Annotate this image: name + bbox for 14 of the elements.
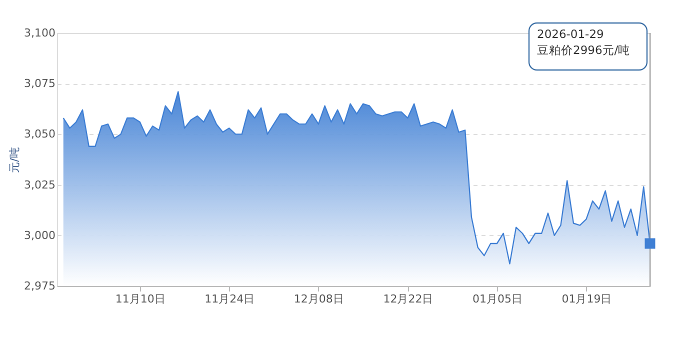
y-tick-label: 3,075 xyxy=(24,77,56,90)
y-tick-label: 3,100 xyxy=(24,26,56,40)
y-tick-label: 3,050 xyxy=(24,128,56,141)
x-tick-label: 11月24日 xyxy=(204,292,255,306)
y-tick-label: 2,975 xyxy=(24,280,56,292)
y-axis-title: 元/吨 xyxy=(8,147,22,173)
annotation: 2026-01-29 豆粕价2996元/吨 xyxy=(537,27,630,57)
x-tick-label: 12月22日 xyxy=(383,292,434,306)
x-tick-label: 11月10日 xyxy=(115,292,166,306)
y-tick-label: 3,025 xyxy=(24,178,56,192)
x-tick-label: 01月19日 xyxy=(562,292,612,306)
y-tick-label: 3,000 xyxy=(24,228,56,242)
x-tick-label: 12月08日 xyxy=(294,292,344,306)
x-tick-label: 01月05日 xyxy=(472,292,522,306)
